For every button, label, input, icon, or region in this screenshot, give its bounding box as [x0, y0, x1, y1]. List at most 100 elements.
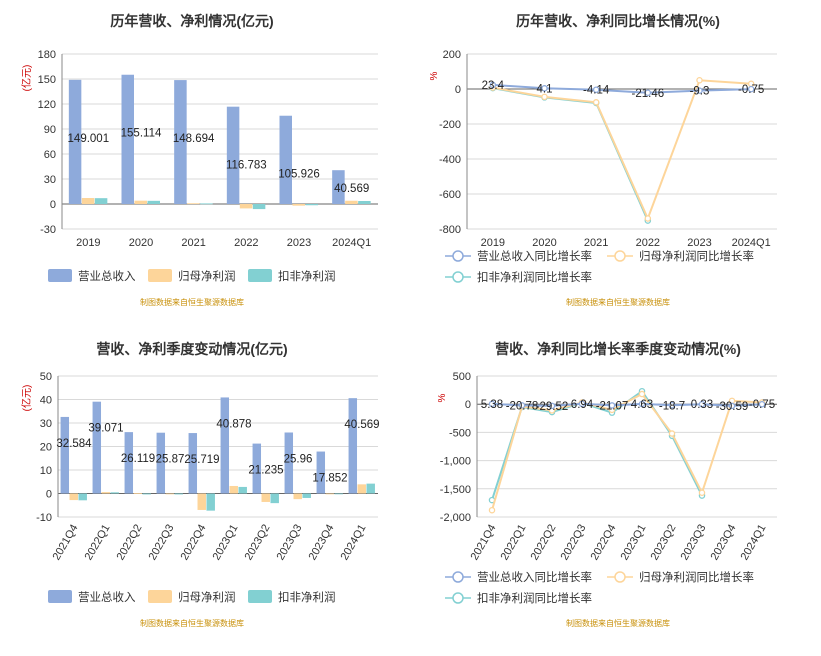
- data-label: 5.38: [481, 399, 503, 411]
- bar: [81, 198, 95, 204]
- y-tick-label: 0: [50, 199, 56, 211]
- y-tick-label: -200: [439, 119, 461, 131]
- data-label: 116.783: [226, 160, 267, 172]
- y-tick-label: 30: [44, 174, 56, 186]
- data-label: 32.584: [56, 438, 92, 450]
- legend-label: 扣非净利润同比增长率: [477, 591, 592, 605]
- legend-label: 营业总收入: [78, 590, 136, 604]
- bar: [270, 493, 279, 504]
- y-tick-label: 180: [38, 49, 56, 61]
- y-tick-label: 120: [38, 99, 56, 111]
- data-label: 40.878: [216, 418, 251, 430]
- y-unit-label: %: [437, 393, 448, 402]
- bar: [110, 492, 119, 494]
- data-label: -0.75: [749, 399, 775, 411]
- data-point: [696, 87, 703, 94]
- legend-label: 营业总收入同比增长率: [477, 570, 592, 584]
- bar: [188, 433, 198, 494]
- x-tick-label: 2022Q2: [115, 523, 145, 563]
- bar: [187, 203, 200, 205]
- data-point: [489, 81, 497, 89]
- data-label: 0.33: [691, 399, 713, 411]
- x-tick-label: 2019: [76, 237, 100, 249]
- x-tick-label: 2023: [287, 237, 311, 249]
- x-tick-label: 2020: [129, 237, 153, 249]
- bar: [261, 493, 270, 502]
- data-point: [747, 85, 755, 93]
- y-tick-label: -1,000: [440, 456, 471, 468]
- data-label: 4.63: [631, 399, 653, 411]
- bar: [197, 493, 206, 510]
- bar: [142, 493, 151, 495]
- x-tick-label: 2023Q3: [275, 523, 305, 563]
- data-point: [638, 400, 646, 408]
- x-tick-label: 2022Q3: [559, 523, 589, 563]
- y-unit-label: %: [429, 71, 440, 80]
- y-tick-label: -10: [36, 512, 52, 524]
- bar: [124, 432, 134, 494]
- bar: [345, 200, 358, 204]
- data-label: -4.14: [583, 85, 610, 97]
- data-point: [668, 402, 676, 409]
- data-point: [638, 390, 646, 398]
- data-point: [578, 400, 586, 408]
- y-tick-label: 0: [455, 84, 461, 96]
- x-tick-label: 2023Q2: [243, 523, 273, 563]
- x-tick-label: 2023Q2: [649, 523, 679, 563]
- annual-bar-chart: 历年营收、净利情况(亿元) -30 0 30 60 90 120 150 180 (亿元) 2019…: [20, 13, 378, 307]
- x-tick-label: 2020: [532, 237, 556, 249]
- y-tick-label: 30: [40, 418, 52, 430]
- y-tick-label: -400: [439, 154, 461, 166]
- y-tick-label: -600: [439, 189, 461, 201]
- data-label: -20.78: [506, 400, 539, 412]
- y-tick-label: 200: [443, 49, 461, 61]
- x-tick-label: 2022: [636, 237, 660, 249]
- x-tick-label: 2024Q1: [339, 523, 369, 563]
- legend-label: 归母净利润同比增长率: [639, 570, 754, 584]
- series-line: [492, 83, 752, 94]
- x-tick-label: 2024Q1: [732, 237, 771, 249]
- y-tick-label: 10: [40, 465, 52, 477]
- data-point: [644, 89, 652, 97]
- bar: [316, 451, 326, 494]
- data-label: 25.96: [284, 453, 313, 465]
- legend-marker: [452, 271, 464, 283]
- data-label: 155.114: [121, 128, 162, 140]
- data-point: [696, 77, 703, 84]
- y-tick-label: 90: [44, 124, 56, 136]
- y-tick-label: -500: [449, 427, 471, 439]
- bar: [325, 493, 334, 495]
- source-note: 制图数据来自恒生聚源数据库: [566, 618, 670, 628]
- data-point: [488, 400, 496, 408]
- data-label: 149.001: [68, 133, 110, 145]
- bar: [156, 432, 166, 494]
- y-unit-label: (亿元): [20, 385, 33, 412]
- bar: [229, 485, 238, 494]
- data-point: [608, 402, 616, 409]
- legend-swatch: [148, 269, 172, 282]
- y-tick-label: 150: [38, 74, 56, 86]
- bar: [101, 492, 110, 494]
- bar: [220, 397, 230, 494]
- x-tick-label: 2023Q4: [709, 523, 739, 563]
- data-point: [541, 85, 548, 92]
- data-label: 39.071: [88, 423, 123, 435]
- quarter-growth-chart: 营收、净利同比增长率季度变动情况(%) -2,000 -1,500 -1,000 -50…: [437, 341, 777, 628]
- y-tick-label: 20: [40, 442, 52, 454]
- series-line: [491, 402, 763, 407]
- bar: [357, 484, 366, 494]
- legend-label: 扣非净利润: [278, 269, 336, 283]
- y-tick-label: -2,000: [440, 512, 471, 524]
- y-tick-label: 60: [44, 149, 56, 161]
- x-tick-label: 2021Q4: [469, 523, 499, 563]
- data-point: [644, 215, 652, 222]
- data-label: -29.52: [536, 401, 569, 413]
- legend-swatch: [48, 590, 72, 603]
- bar: [366, 483, 375, 494]
- bar: [174, 493, 183, 495]
- legend-marker: [452, 592, 464, 604]
- y-tick-label: 0: [46, 489, 52, 501]
- bar: [206, 493, 215, 511]
- data-label: 21.235: [248, 465, 283, 477]
- bar: [94, 198, 108, 204]
